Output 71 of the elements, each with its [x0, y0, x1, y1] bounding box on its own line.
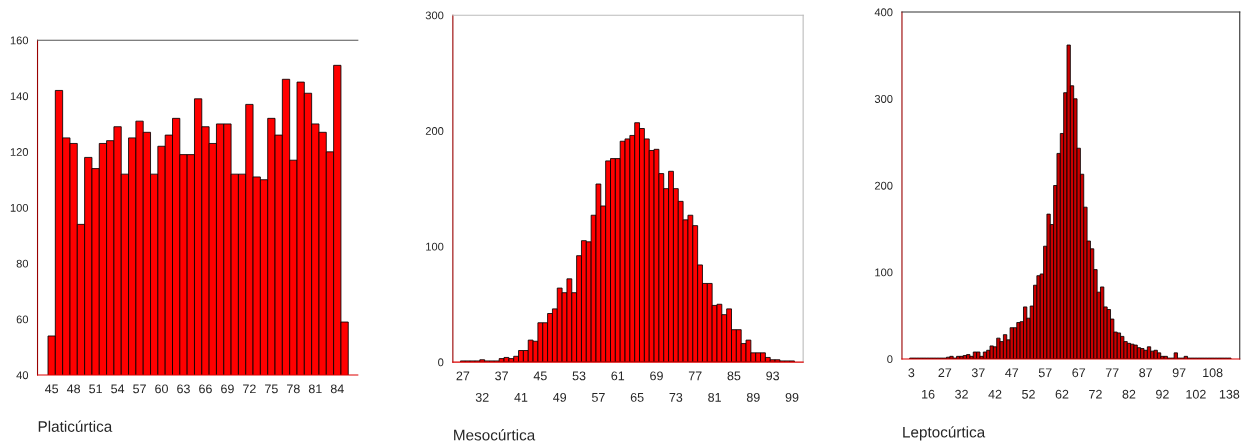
x-tick-label: 81 [708, 392, 721, 402]
x-tick-label: 51 [89, 384, 102, 394]
x-tick-label: 45 [533, 371, 547, 381]
y-tick-label: 80 [16, 259, 29, 268]
x-tick-label: 77 [688, 371, 702, 381]
x-tick-label: 72 [1089, 389, 1102, 399]
x-tick-label: 102 [1186, 389, 1206, 399]
y-tick-label: 200 [874, 181, 893, 190]
x-tick-label: 54 [111, 384, 125, 394]
x-tick-label: 78 [287, 384, 300, 394]
x-tick-label: 85 [727, 371, 741, 381]
x-tick-label: 57 [1038, 368, 1052, 378]
x-tick-label: 32 [475, 392, 489, 402]
x-tick-label: 81 [308, 384, 322, 394]
x-tick-label: 27 [938, 368, 952, 378]
y-tick-label: 60 [16, 315, 29, 324]
x-tick-label: 67 [1072, 368, 1086, 378]
y-tick-label: 40 [16, 371, 29, 380]
x-tick-label: 37 [971, 368, 985, 378]
y-tick-label: 140 [10, 92, 29, 101]
y-tick-label: 0 [438, 358, 444, 367]
x-tick-label: 49 [553, 392, 567, 402]
x-tick-label: 61 [611, 371, 625, 381]
x-tick-label: 69 [650, 371, 663, 381]
x-tick-label: 93 [766, 371, 780, 381]
x-tick-label: 48 [66, 384, 81, 394]
x-tick-label: 82 [1122, 389, 1136, 399]
x-tick-label: 32 [955, 389, 968, 399]
y-tick-label: 100 [10, 203, 29, 212]
x-tick-label: 69 [221, 384, 234, 394]
x-tick-label: 97 [1172, 368, 1186, 378]
x-tick-label: 3 [908, 368, 915, 378]
x-tick-label: 47 [1005, 368, 1019, 378]
y-tick-label: 160 [10, 36, 29, 45]
x-tick-label: 92 [1156, 389, 1169, 399]
y-tick-label: 200 [425, 127, 444, 135]
y-tick-label: 300 [425, 11, 444, 20]
x-tick-label: 138 [1219, 389, 1240, 399]
x-tick-label: 16 [922, 389, 935, 399]
x-axis-title: Leptocúrtica [903, 426, 986, 441]
x-tick-label: 65 [630, 392, 644, 402]
x-tick-label: 99 [785, 392, 799, 402]
x-tick-label: 73 [669, 392, 683, 402]
x-tick-label: 108 [1203, 368, 1223, 378]
x-tick-label: 53 [572, 371, 586, 381]
x-tick-label: 57 [133, 384, 146, 394]
x-tick-label: 62 [1055, 389, 1069, 399]
x-tick-label: 77 [1105, 368, 1119, 378]
x-tick-label: 41 [514, 393, 528, 402]
x-tick-label: 63 [177, 384, 190, 394]
x-tick-label: 57 [591, 393, 605, 402]
y-tick-label: 400 [874, 8, 893, 17]
x-tick-label: 27 [456, 371, 470, 381]
x-tick-label: 52 [1022, 389, 1035, 399]
x-tick-label: 66 [199, 384, 212, 394]
x-tick-label: 84 [330, 384, 344, 394]
y-tick-label: 0 [887, 355, 893, 364]
x-axis-title: Mesocúrtica [454, 429, 536, 441]
x-tick-label: 87 [1139, 368, 1152, 378]
x-tick-label: 72 [243, 384, 256, 394]
x-axis-title: Platicúrtica [38, 420, 113, 432]
y-tick-label: 300 [874, 95, 893, 103]
x-tick-label: 37 [495, 371, 508, 381]
y-tick-label: 120 [10, 148, 29, 156]
y-tick-label: 100 [426, 242, 444, 251]
x-tick-label: 42 [988, 389, 1002, 399]
x-tick-label: 45 [45, 384, 59, 394]
y-tick-label: 100 [875, 268, 893, 277]
x-tick-label: 75 [265, 384, 278, 394]
x-tick-label: 60 [155, 384, 168, 394]
x-tick-label: 89 [746, 392, 760, 402]
